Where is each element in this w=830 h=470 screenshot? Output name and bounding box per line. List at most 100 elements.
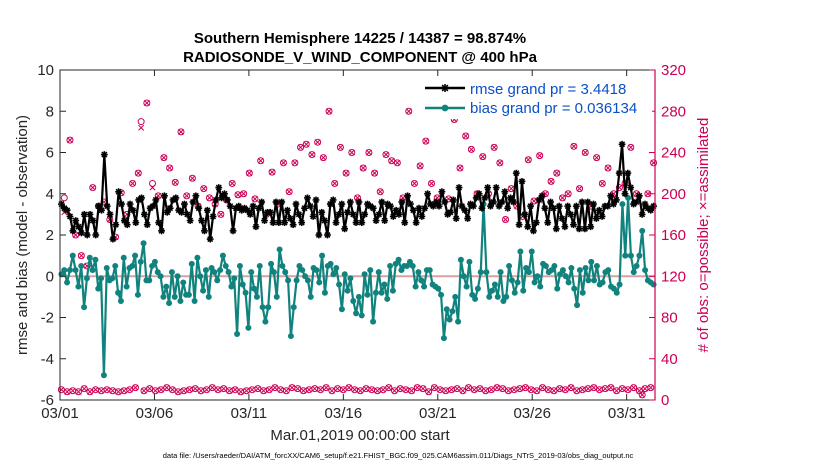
right-y-tick-label: 120 — [661, 268, 686, 285]
rmse-point — [155, 219, 163, 227]
bias-point — [290, 304, 297, 311]
rmse-point — [504, 204, 512, 212]
x-tick-label: 03/26 — [513, 405, 551, 422]
bias-point — [89, 267, 96, 274]
obs-possible-point — [408, 387, 416, 395]
obs-possible-point — [77, 252, 85, 260]
right-y-axis-label: # of obs: o=possible; ×=assimilated — [695, 118, 712, 353]
bias-point — [562, 273, 569, 280]
right-y-tick-label: 40 — [661, 351, 678, 368]
bias-point — [100, 372, 107, 379]
bias-point — [228, 283, 235, 290]
rmse-point — [112, 221, 120, 229]
bias-point — [338, 306, 345, 313]
rmse-point — [66, 213, 74, 220]
obs-possible-point — [627, 143, 635, 151]
rmse-point — [252, 223, 260, 231]
bias-point — [168, 269, 175, 276]
bias-point — [528, 248, 535, 255]
obs-assimilated-point — [476, 385, 483, 392]
bias-point — [234, 331, 241, 337]
obs-assimilated-point — [277, 386, 284, 393]
obs-assimilated-point — [266, 386, 273, 393]
obs-assimilated-point — [385, 384, 392, 391]
obs-assimilated-point — [448, 386, 455, 393]
obs-assimilated-point — [488, 386, 495, 393]
obs-possible-point — [547, 177, 555, 185]
bias-point — [72, 267, 79, 274]
rmse-point — [386, 202, 394, 210]
rmse-point — [607, 192, 615, 200]
rmse-point — [635, 192, 643, 200]
obs-possible-point — [496, 159, 504, 167]
rmse-point — [166, 204, 174, 212]
obs-assimilated-point — [186, 386, 193, 393]
obs-possible-point — [325, 107, 333, 115]
obs-assimilated-point — [548, 178, 555, 185]
bias-point — [185, 291, 192, 298]
rmse-point — [495, 202, 503, 210]
obs-possible-point — [462, 132, 470, 140]
rmse-point — [621, 190, 629, 198]
obs-assimilated-point — [380, 386, 387, 393]
rmse-point — [484, 184, 492, 191]
obs-possible-point — [183, 192, 191, 200]
obs-assimilated-point — [192, 385, 199, 392]
rmse-point — [389, 213, 397, 220]
bias-point — [146, 277, 153, 284]
obs-assimilated-point — [220, 385, 227, 392]
bias-point — [222, 262, 229, 269]
obs-assimilated-point — [141, 387, 147, 394]
rmse-point — [435, 202, 443, 210]
rmse-point — [126, 200, 134, 208]
rmse-point — [89, 217, 97, 224]
obs-assimilated-point — [86, 388, 93, 395]
rmse-point — [80, 210, 88, 218]
rmse-point — [304, 194, 311, 202]
rmse-point — [441, 198, 449, 206]
bias-point — [372, 289, 379, 296]
rmse-point — [544, 219, 552, 227]
rmse-point — [581, 225, 589, 233]
obs-possible-point — [456, 164, 464, 172]
obs-assimilated-point — [291, 159, 298, 166]
obs-assimilated-point — [368, 386, 375, 393]
bias-point — [211, 269, 218, 276]
obs-assimilated-point — [528, 386, 535, 393]
obs-assimilated-point — [163, 384, 170, 391]
left-y-tick-label: 10 — [37, 62, 54, 79]
bias-point — [256, 262, 263, 269]
obs-assimilated-point — [92, 386, 99, 393]
obs-assimilated-point — [644, 190, 651, 197]
obs-assimilated-point — [559, 194, 566, 201]
obs-assimilated-point — [246, 170, 253, 177]
rmse-point — [638, 210, 646, 218]
bias-point — [367, 267, 374, 274]
rmse-point — [272, 198, 280, 206]
rmse-point — [538, 192, 546, 200]
obs-possible-point — [257, 157, 265, 165]
x-tick-label: 03/06 — [136, 405, 174, 422]
obs-assimilated-point — [175, 388, 182, 395]
bias-point — [293, 277, 300, 284]
bias-point — [319, 252, 326, 259]
rmse-point — [189, 198, 197, 206]
left-y-tick-label: 8 — [46, 103, 54, 120]
rmse-point — [452, 215, 460, 222]
bias-point — [279, 262, 286, 269]
obs-assimilated-point — [311, 385, 318, 392]
obs-possible-point — [331, 179, 339, 187]
obs-assimilated-point — [428, 180, 435, 187]
rmse-point — [92, 231, 100, 239]
obs-assimilated-point — [565, 190, 572, 197]
bias-point — [333, 265, 340, 271]
bias-point — [633, 262, 640, 269]
right-y-tick-label: 200 — [661, 186, 686, 203]
obs-assimilated-point — [639, 391, 646, 398]
bias-point — [639, 227, 646, 234]
bias-point — [460, 273, 467, 280]
chart-title: Southern Hemisphere 14225 / 14387 = 98.8… — [194, 30, 526, 47]
bias-point — [180, 279, 187, 286]
obs-assimilated-point — [149, 184, 156, 191]
x-tick-label: 03/16 — [325, 405, 363, 422]
